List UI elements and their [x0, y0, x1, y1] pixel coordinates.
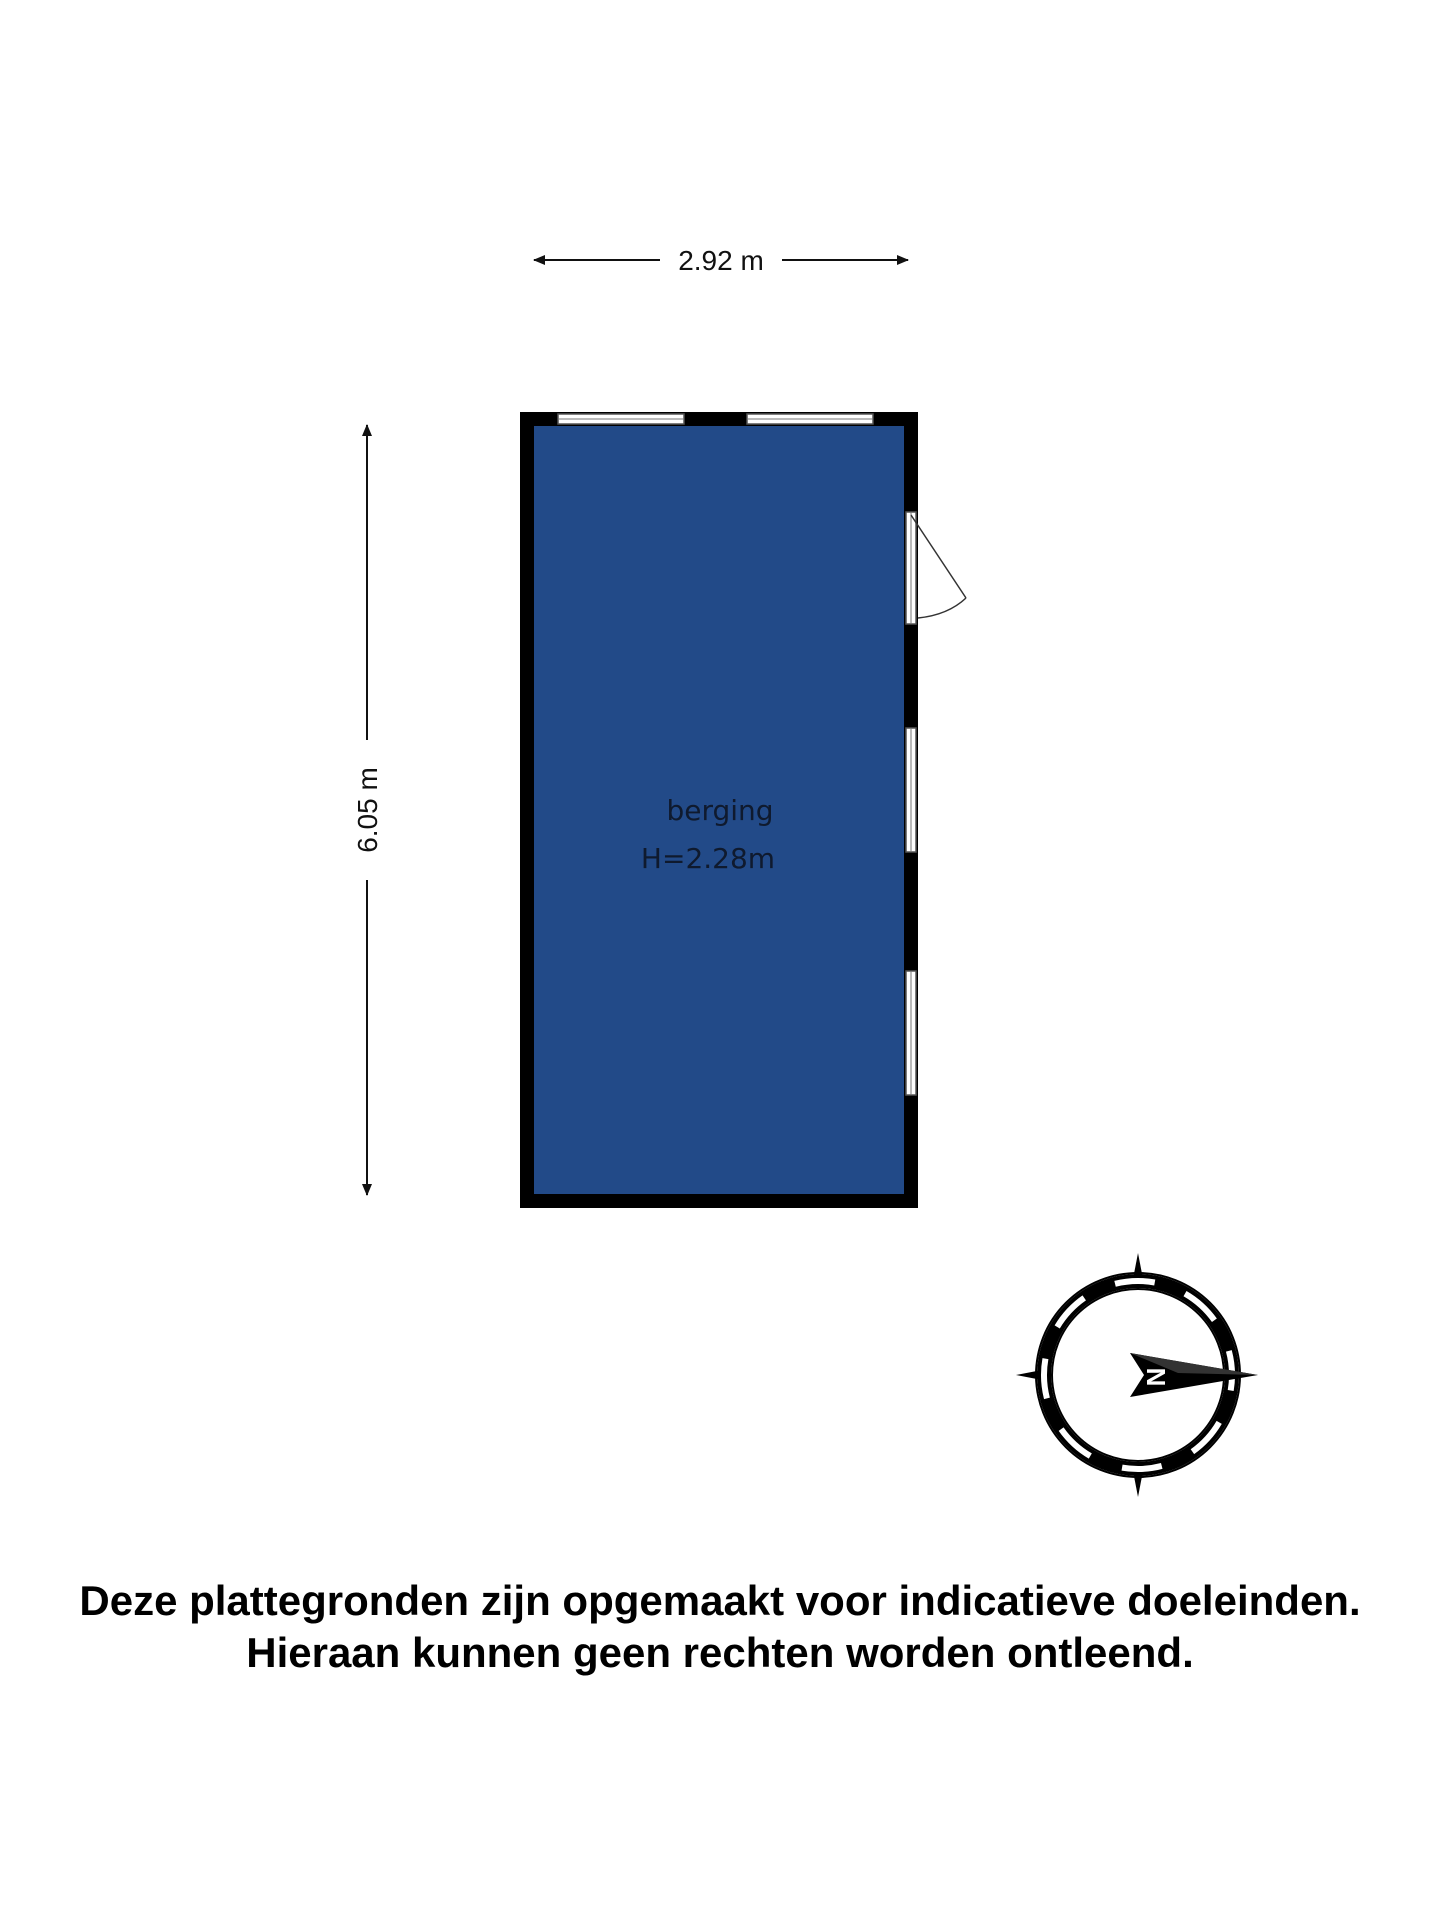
window-right-lower: [905, 970, 917, 1096]
room-name: berging: [666, 794, 773, 827]
width-dimension: 2.92 m: [533, 245, 909, 276]
room-berging: berging H=2.28m: [520, 412, 967, 1208]
window-right-upper: [905, 727, 917, 853]
height-dimension-label: 6.05 m: [352, 767, 383, 853]
room-floor: [534, 426, 904, 1194]
window-top-right: [746, 413, 874, 425]
room-height: H=2.28m: [641, 842, 775, 875]
disclaimer-line-1: Deze plattegronden zijn opgemaakt voor i…: [79, 1577, 1361, 1624]
compass-north-label: N: [1141, 1368, 1171, 1387]
door-swing-arc: [917, 597, 967, 619]
disclaimer-line-2: Hieraan kunnen geen rechten worden ontle…: [246, 1629, 1194, 1676]
height-dimension: 6.05 m: [352, 424, 383, 1196]
compass: N: [1016, 1253, 1258, 1497]
door-leaf: [910, 514, 967, 599]
door-right: [905, 511, 967, 625]
width-dimension-label: 2.92 m: [678, 245, 764, 276]
disclaimer: Deze plattegronden zijn opgemaakt voor i…: [0, 1575, 1440, 1679]
window-top-left: [557, 413, 685, 425]
